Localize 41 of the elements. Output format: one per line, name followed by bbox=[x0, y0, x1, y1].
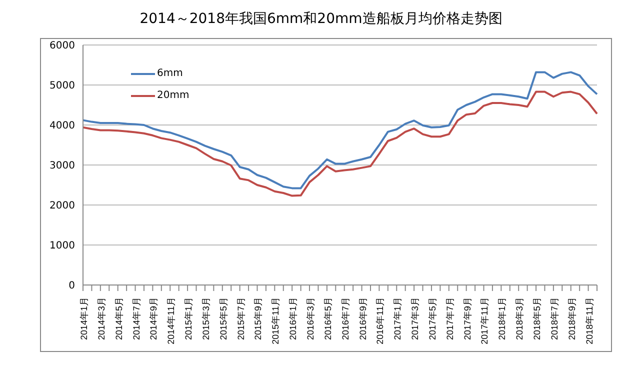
x-tick-label: 2016年5月 bbox=[322, 297, 333, 340]
x-tick-label: 2017年11月 bbox=[480, 297, 490, 344]
y-tick-label: 4000 bbox=[50, 120, 75, 132]
x-tick-label: 2015年9月 bbox=[253, 297, 264, 340]
x-tick-label: 2018年11月 bbox=[584, 297, 594, 344]
x-tick-label: 2014年1月 bbox=[79, 297, 89, 340]
y-tick-label: 2000 bbox=[50, 200, 75, 212]
x-tick-label: 2015年5月 bbox=[218, 297, 228, 340]
x-tick-label: 2018年9月 bbox=[566, 297, 577, 340]
x-tick-label: 2017年3月 bbox=[410, 297, 420, 340]
chart-title: 2014～2018年我国6mm和20mm造船板月均价格走势图 bbox=[138, 10, 504, 29]
x-tick-label: 2014年3月 bbox=[96, 297, 106, 340]
x-tick-label: 2017年5月 bbox=[427, 297, 438, 340]
x-tick-label: 2017年1月 bbox=[392, 297, 403, 340]
x-tick-label: 2015年11月 bbox=[270, 297, 281, 344]
x-tick-label: 2017年7月 bbox=[444, 297, 455, 340]
x-tick-label: 2014年11月 bbox=[166, 297, 176, 344]
y-tick-label: 0 bbox=[68, 280, 75, 292]
y-tick-label: 6000 bbox=[50, 40, 75, 52]
x-tick-label: 2017年9月 bbox=[462, 297, 472, 340]
x-tick-label: 2016年7月 bbox=[340, 297, 350, 340]
x-tick-label: 2014年5月 bbox=[114, 297, 124, 340]
y-tick-label: 5000 bbox=[50, 80, 75, 92]
x-tick-label: 2018年7月 bbox=[549, 297, 560, 340]
y-tick-label: 3000 bbox=[50, 160, 75, 172]
legend-label: 20mm bbox=[157, 89, 190, 103]
x-tick-label: 2018年3月 bbox=[514, 297, 525, 340]
x-tick-label: 2015年7月 bbox=[236, 297, 246, 340]
legend-label: 6mm bbox=[157, 67, 183, 81]
x-tick-label: 2014年9月 bbox=[148, 297, 159, 340]
line-series bbox=[82, 90, 598, 197]
x-tick-label: 2014年7月 bbox=[131, 297, 142, 340]
x-tick-label: 2018年5月 bbox=[532, 297, 542, 340]
x-tick-label: 2016年9月 bbox=[358, 297, 368, 340]
x-tick-label: 2016年1月 bbox=[288, 297, 298, 340]
x-tick-label: 2018年1月 bbox=[497, 297, 508, 340]
x-tick-label: 2016年3月 bbox=[306, 297, 316, 340]
x-tick-label: 2016年11月 bbox=[375, 297, 386, 344]
x-tick-label: 2015年3月 bbox=[200, 297, 211, 340]
y-tick-label: 1000 bbox=[50, 240, 75, 252]
x-tick-label: 2015年1月 bbox=[184, 297, 194, 340]
